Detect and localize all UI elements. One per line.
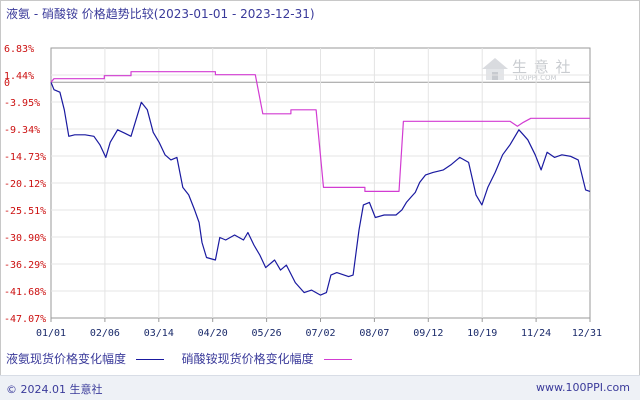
x-axis: 01/01 02/06 03/14 04/20 05/26 07/02 08/07 09/12… xyxy=(36,318,602,339)
y-axis: 6.83% 1.44% -3.95% -9.34% -14.73% -20.12% -25.… xyxy=(4,44,46,325)
legend: 液氨现货价格变化幅度 硝酸铵现货价格变化幅度 xyxy=(6,350,366,367)
y-tick-label: -3.95% xyxy=(4,98,40,109)
y-tick-label: -47.07% xyxy=(4,314,46,325)
x-tick-label: 12/31 xyxy=(572,328,602,339)
x-tick-label: 05/26 xyxy=(252,328,282,339)
x-tick-label: 01/01 xyxy=(36,328,66,339)
x-tick-label: 09/12 xyxy=(413,328,443,339)
y-tick-label: -9.34% xyxy=(4,125,40,136)
series-line-1 xyxy=(50,81,591,296)
y-tick-label: 6.83% xyxy=(4,44,34,55)
footer: © 2024.01 生意社 www.100PPI.com xyxy=(0,375,640,400)
series-lines xyxy=(50,71,591,296)
x-tick-label: 04/20 xyxy=(198,328,228,339)
chart-title: 液氨 - 硝酸铵 价格趋势比较(2023-01-01 - 2023-12-31) xyxy=(6,7,315,21)
y-tick-label: -14.73% xyxy=(4,152,46,163)
x-tick-label: 08/07 xyxy=(359,328,389,339)
x-tick-label: 02/06 xyxy=(90,328,120,339)
y-tick-label: 1.44% xyxy=(4,71,34,82)
series-line-2 xyxy=(50,71,590,192)
legend-label-s2: 硝酸铵现货价格变化幅度 xyxy=(181,352,314,366)
watermark-text: 生 意 社 xyxy=(512,58,572,76)
y-tick-label: -41.68% xyxy=(4,287,46,298)
x-tick-label: 11/24 xyxy=(521,328,551,339)
y-tick-label: -25.51% xyxy=(4,206,46,217)
legend-swatch-s1 xyxy=(135,359,164,360)
copyright-text: © 2024.01 生意社 xyxy=(6,383,103,396)
y-tick-label: -36.29% xyxy=(4,260,46,271)
site-link[interactable]: www.100PPI.com xyxy=(536,381,630,394)
legend-swatch-s2 xyxy=(323,359,352,360)
watermark-subtext: 100PPI.COM xyxy=(514,74,557,82)
legend-item-s2: 硝酸铵现货价格变化幅度 xyxy=(182,350,352,367)
x-tick-label: 07/02 xyxy=(305,328,335,339)
y-zero-label: 0 xyxy=(4,78,10,89)
legend-item-s1: 液氨现货价格变化幅度 xyxy=(6,350,164,367)
grid xyxy=(50,47,591,319)
x-tick-label: 03/14 xyxy=(144,328,174,339)
y-tick-label: -20.12% xyxy=(4,179,46,190)
y-tick-label: -30.90% xyxy=(4,233,46,244)
legend-label-s1: 液氨现货价格变化幅度 xyxy=(6,352,127,366)
x-tick-label: 10/19 xyxy=(467,328,497,339)
